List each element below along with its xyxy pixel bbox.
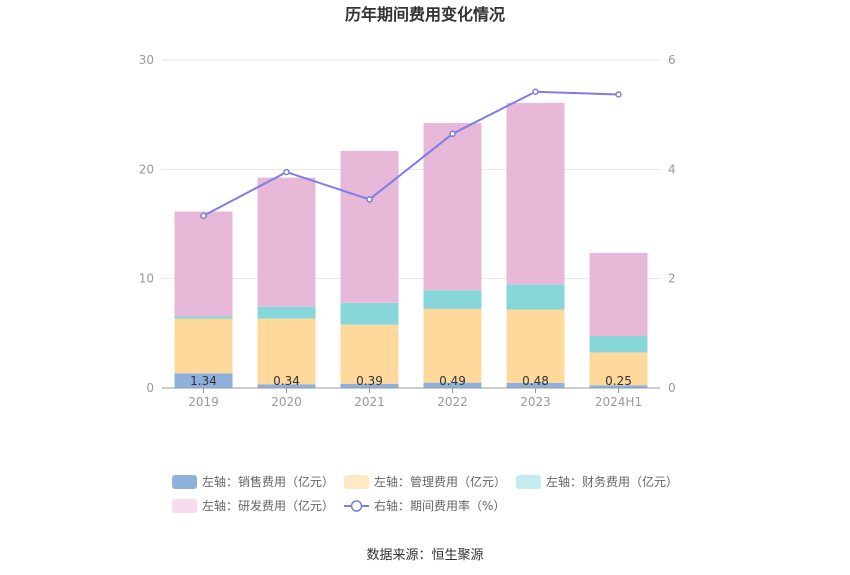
- bar-segment-2: [174, 318, 233, 374]
- bar-segment-2: [423, 308, 482, 383]
- x-tick-label: 2019: [188, 395, 219, 409]
- left-y-tick-label: 30: [139, 53, 154, 67]
- bar-segment-3: [257, 306, 316, 319]
- right-y-tick-label: 0: [668, 381, 676, 395]
- bar-series: [174, 102, 648, 388]
- bar-segment-2: [340, 324, 399, 384]
- rate-point: [532, 88, 539, 95]
- bar-segment-1: [340, 383, 399, 388]
- bar-segment-2: [589, 352, 648, 386]
- bar-segment-1: [174, 373, 233, 388]
- bar-segment-3: [423, 290, 482, 309]
- expense-rate-line: [200, 88, 622, 220]
- data-labels: 1.34 0.34 0.39 0.49 0.48 0.25: [190, 374, 632, 388]
- chart-title: 历年期间费用变化情况: [345, 5, 505, 24]
- bar-segment-4: [589, 252, 648, 337]
- left-y-tick-label: 20: [139, 162, 154, 176]
- bar-segment-2: [506, 309, 565, 383]
- x-tick-label: 2021: [354, 395, 385, 409]
- rate-point: [449, 130, 456, 138]
- right-y-tick-label: 2: [668, 272, 676, 286]
- data-label: 0.25: [605, 374, 632, 388]
- legend-label: 右轴：期间费用率（%）: [374, 498, 505, 513]
- bar-segment-4: [340, 150, 399, 303]
- x-tick-label: 2022: [437, 395, 468, 409]
- bar-segment-4: [506, 102, 565, 285]
- x-tick-label: 2023: [520, 395, 551, 409]
- x-axis: 2019 2020 2021 2022 2023 2024H1: [188, 388, 642, 409]
- x-tick-label: 2020: [271, 395, 302, 409]
- bar-segment-1: [506, 382, 565, 388]
- rate-point: [366, 196, 373, 203]
- bar-segment-1: [423, 382, 482, 388]
- bar-segment-2: [257, 318, 316, 385]
- data-label: 1.34: [190, 374, 217, 388]
- data-label: 0.49: [439, 374, 466, 388]
- bar-segment-3: [340, 302, 399, 325]
- legend: 左轴：销售费用（亿元） 左轴：管理费用（亿元） 左轴：财务费用（亿元） 左轴：研发费用…: [172, 474, 678, 513]
- bar-segment-3: [174, 316, 233, 319]
- right-y-axis: 0 2 4 6: [668, 53, 676, 395]
- legend-label: 左轴：管理费用（亿元）: [374, 474, 506, 489]
- right-y-tick-label: 4: [668, 162, 676, 176]
- data-label: 0.39: [356, 374, 383, 388]
- legend-label: 左轴：财务费用（亿元）: [546, 474, 678, 489]
- left-y-tick-label: 10: [139, 272, 154, 286]
- rate-line-path: [203, 90, 619, 217]
- legend-label: 左轴：销售费用（亿元）: [202, 474, 334, 489]
- legend-swatch: [172, 475, 197, 489]
- bar-segment-4: [423, 122, 482, 291]
- x-tick-label: 2024H1: [595, 395, 642, 409]
- gridlines: [162, 59, 660, 280]
- bar-segment-3: [506, 284, 565, 310]
- legend-swatch: [172, 499, 197, 513]
- legend-swatch: [516, 475, 541, 489]
- rate-point: [283, 168, 290, 176]
- bar-segment-4: [174, 211, 233, 317]
- rate-point: [615, 91, 622, 98]
- right-y-tick-label: 6: [668, 53, 676, 67]
- bar-segment-3: [589, 336, 648, 353]
- left-y-tick-label: 0: [146, 381, 154, 395]
- bar-segment-1: [257, 384, 316, 388]
- left-y-axis: 0 10 20 30: [139, 53, 154, 395]
- rate-point: [200, 212, 207, 220]
- legend-marker: [350, 500, 363, 512]
- bar-segment-4: [257, 177, 316, 307]
- data-label: 0.34: [273, 374, 300, 388]
- legend-label: 左轴：研发费用（亿元）: [202, 498, 334, 513]
- data-label: 0.48: [522, 374, 549, 388]
- data-source: 数据来源：恒生聚源: [366, 548, 483, 563]
- legend-swatch: [344, 475, 369, 489]
- bar-segment-1: [589, 385, 648, 388]
